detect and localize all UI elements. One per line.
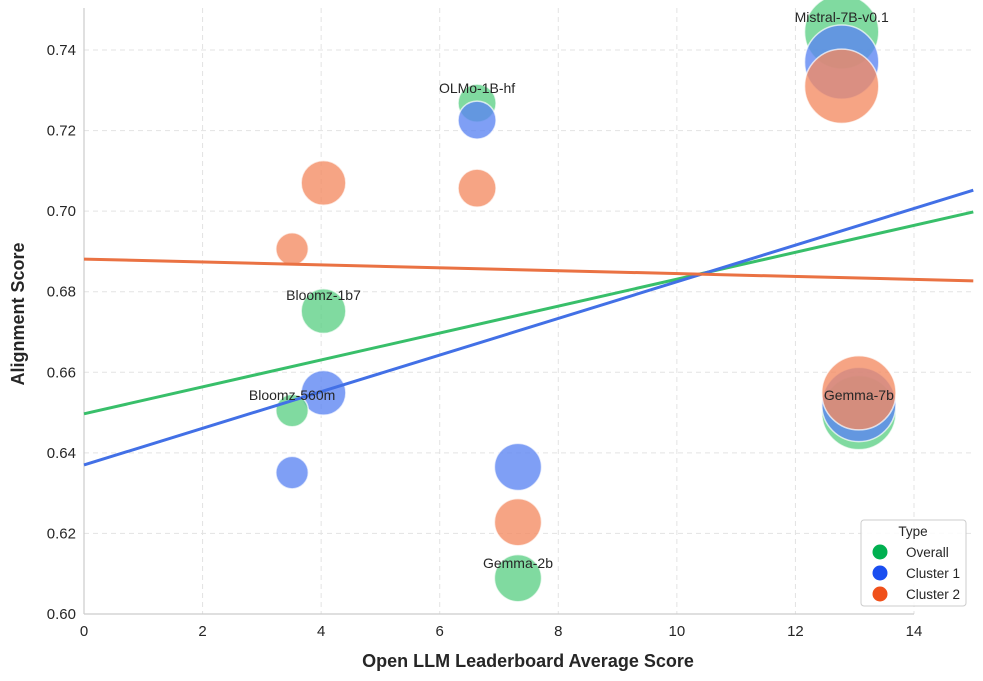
legend-title: Type (898, 524, 927, 539)
bubble-point (803, 48, 880, 125)
point-labels: Mistral-7B-v0.1 OLMo-1B-hf Bloomz-1b7 Bloom… (249, 9, 894, 571)
y-tick-label: 0.62 (47, 525, 76, 542)
trend-line-cluster-2 (83, 257, 974, 283)
legend-marker (872, 565, 888, 581)
legend-item: Overall (872, 544, 949, 560)
trend-line-cluster-1 (83, 188, 974, 467)
tick-labels: 0 2 4 6 8 10 12 14 0.60 0.62 0.64 0.66 0.68 0.70 0.72 0… (47, 42, 923, 640)
point-label: Bloomz-1b7 (286, 287, 361, 303)
x-tick-label: 10 (669, 623, 686, 640)
axes (83, 8, 915, 615)
bubbles (275, 0, 897, 603)
bubble-point (300, 369, 347, 416)
x-tick-label: 12 (787, 623, 804, 640)
x-tick-label: 4 (317, 623, 325, 640)
bubble-point (821, 354, 897, 431)
y-tick-label: 0.68 (47, 284, 76, 301)
point-label: OLMo-1B-hf (439, 80, 515, 96)
legend-label: Cluster 1 (906, 566, 960, 581)
y-tick-label: 0.60 (47, 606, 76, 623)
bubble-point (457, 168, 497, 208)
legend-item: Cluster 1 (872, 565, 960, 581)
point-label: Gemma-2b (483, 555, 553, 571)
bubble-point (493, 442, 543, 492)
x-tick-label: 6 (436, 623, 444, 640)
point-label: Gemma-7b (824, 387, 894, 403)
legend-item: Cluster 2 (872, 586, 960, 602)
point-label: Bloomz-560m (249, 387, 335, 403)
y-tick-label: 0.72 (47, 123, 76, 140)
bubble-point (275, 455, 310, 490)
legend-label: Cluster 2 (906, 587, 960, 602)
y-axis-title: Alignment Score (8, 242, 28, 385)
legend-frame (860, 519, 967, 607)
bubble-point (275, 232, 310, 266)
x-tick-label: 8 (554, 623, 562, 640)
y-tick-label: 0.74 (47, 42, 76, 59)
point-label: Mistral-7B-v0.1 (795, 9, 889, 25)
y-tick-label: 0.64 (47, 445, 76, 462)
trend-lines (83, 188, 974, 467)
bubble-point (300, 287, 347, 335)
x-tick-label: 0 (80, 623, 88, 640)
y-tick-label: 0.66 (47, 364, 76, 381)
bubble-point (300, 159, 347, 207)
legend: Type Overall Cluster 1 Cluster 2 (860, 519, 967, 607)
bubble-point (493, 497, 543, 547)
trend-line-overall (83, 210, 974, 416)
x-tick-label: 14 (906, 623, 923, 640)
x-axis-title: Open LLM Leaderboard Average Score (362, 651, 694, 671)
legend-marker (872, 544, 888, 560)
bubble-point (457, 100, 497, 140)
y-tick-label: 0.70 (47, 203, 76, 220)
bubble-point (493, 553, 543, 603)
x-tick-label: 2 (198, 623, 206, 640)
legend-marker (872, 586, 888, 602)
legend-label: Overall (906, 545, 949, 560)
